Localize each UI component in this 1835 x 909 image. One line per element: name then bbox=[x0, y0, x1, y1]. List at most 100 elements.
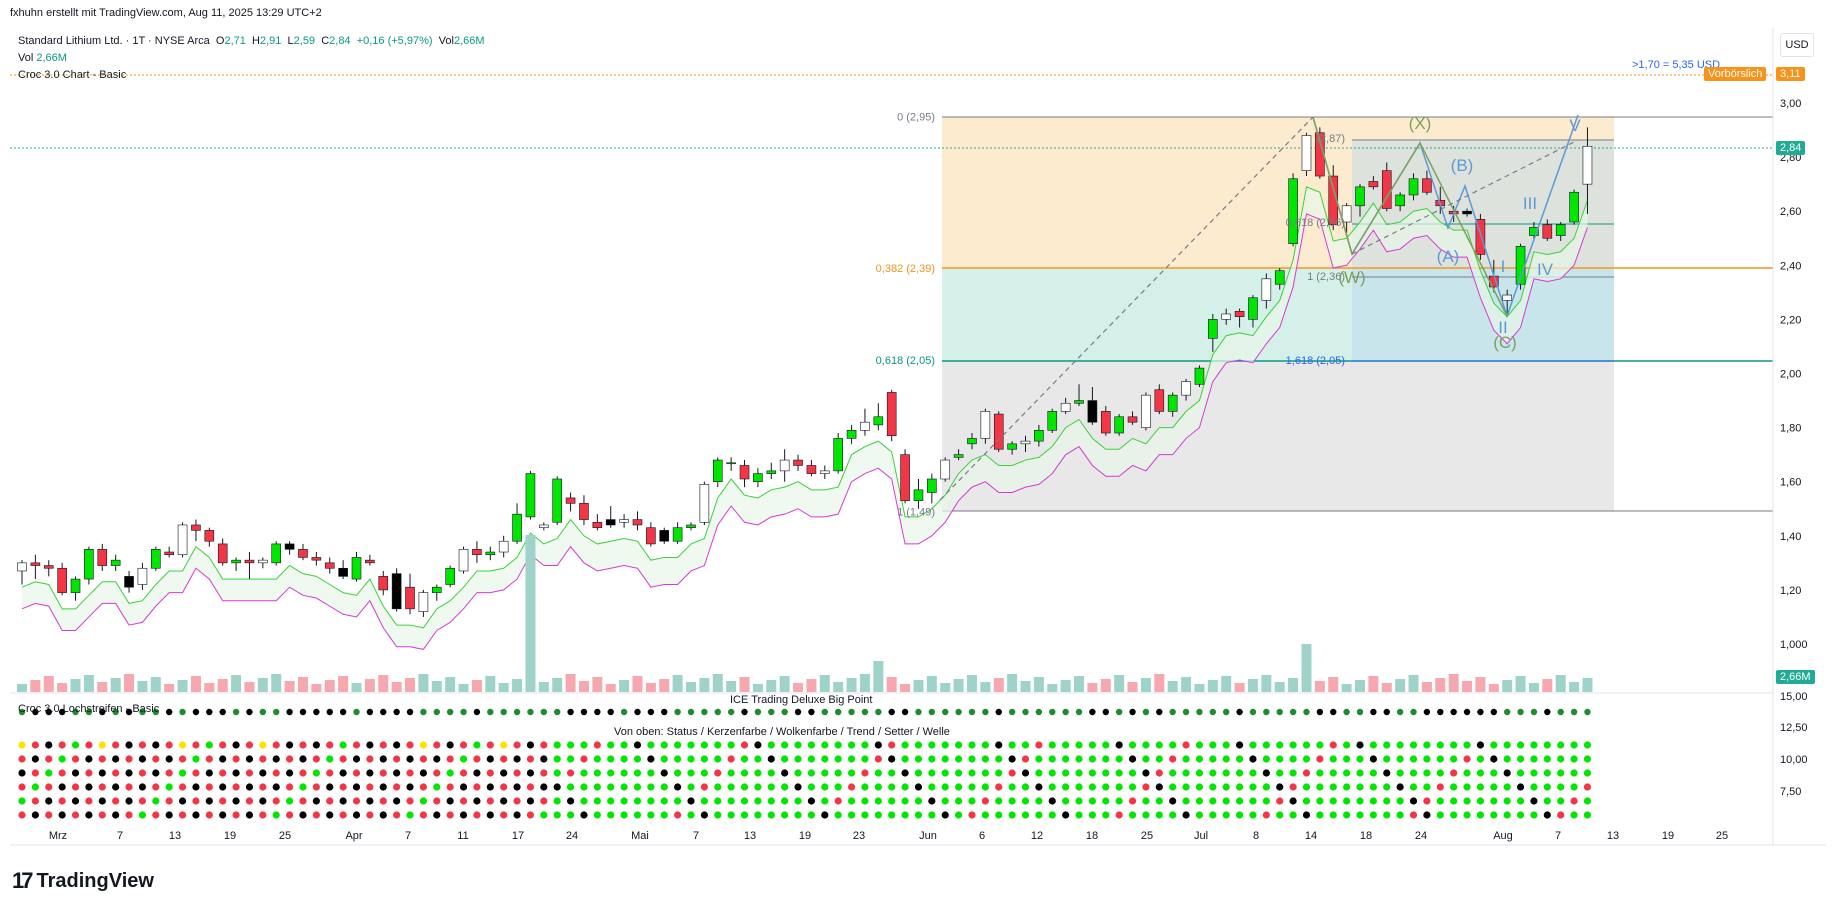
status-dot bbox=[687, 741, 695, 749]
status-dot bbox=[500, 797, 508, 805]
status-dot bbox=[1557, 741, 1565, 749]
volume-bar bbox=[1542, 679, 1553, 692]
status-dot bbox=[152, 797, 160, 805]
time-axis-label: 13 bbox=[744, 830, 756, 842]
status-dot bbox=[299, 797, 307, 805]
status-dot bbox=[393, 811, 401, 819]
status-dot bbox=[138, 783, 147, 791]
time-axis-label: 25 bbox=[1716, 830, 1728, 842]
status-dot bbox=[433, 811, 441, 819]
status-dot bbox=[1035, 797, 1043, 805]
status-dot bbox=[1557, 769, 1565, 777]
status-dot bbox=[1222, 741, 1230, 749]
status-dot bbox=[299, 741, 307, 749]
candle-body bbox=[298, 549, 308, 558]
big-point-dot bbox=[794, 708, 802, 716]
status-dot bbox=[794, 741, 802, 749]
big-point-dot bbox=[513, 708, 521, 716]
status-dot bbox=[446, 755, 454, 763]
tradingview-logo[interactable]: 17 TradingView bbox=[12, 868, 154, 894]
big-point-dot bbox=[1276, 708, 1283, 716]
status-dot bbox=[1383, 741, 1391, 749]
candle-body bbox=[1408, 178, 1419, 196]
wave-label: (A) bbox=[1437, 247, 1460, 266]
candle-body bbox=[351, 557, 362, 580]
status-dot bbox=[1463, 797, 1471, 805]
status-dot bbox=[1021, 769, 1030, 777]
big-point-dot bbox=[460, 708, 467, 716]
status-dot bbox=[219, 741, 227, 749]
status-dot bbox=[1356, 783, 1364, 791]
status-dot bbox=[1503, 811, 1511, 819]
alert-label[interactable]: >1,70 = 5,35 USD bbox=[1632, 59, 1721, 71]
candle-body bbox=[806, 465, 817, 474]
status-dot bbox=[419, 783, 427, 791]
status-dot bbox=[178, 783, 187, 791]
time-axis-label: 7 bbox=[1555, 830, 1561, 842]
candle-body bbox=[137, 567, 148, 585]
big-point-dot bbox=[380, 708, 387, 716]
time-axis[interactable]: Mrz 7 13 19 25 Apr 7 11 17 24 Mai 7 13 19 23 Jun 6 12 18 25… bbox=[49, 830, 1728, 842]
status-dot bbox=[1503, 769, 1511, 777]
status-dot bbox=[580, 741, 588, 749]
status-dot bbox=[18, 783, 26, 791]
volume-bar bbox=[164, 684, 175, 692]
status-dot bbox=[807, 741, 816, 749]
status-dot bbox=[45, 783, 53, 791]
price-axis[interactable]: 3,00 2,80 2,60 2,40 2,20 2,00 1,80 1,60 1,40 1,20… bbox=[1780, 98, 1808, 798]
status-dot bbox=[1155, 783, 1163, 791]
status-dot bbox=[1557, 811, 1565, 819]
volume-bar bbox=[886, 677, 897, 692]
status-dot bbox=[272, 797, 280, 805]
status-dot bbox=[1450, 783, 1458, 791]
status-dot bbox=[593, 811, 601, 819]
status-dot bbox=[553, 783, 561, 791]
lochstreifen-title[interactable]: Croc 3.0 Lochstreifen - Basic bbox=[18, 703, 160, 715]
status-dot bbox=[112, 797, 120, 805]
status-dot bbox=[513, 783, 521, 791]
status-dot bbox=[1476, 797, 1485, 805]
status-dot bbox=[1062, 811, 1070, 819]
candle-body bbox=[191, 524, 201, 531]
candle-body bbox=[619, 519, 629, 523]
cloud-fill bbox=[22, 186, 1588, 650]
volume-bar bbox=[1181, 677, 1192, 692]
currency-button[interactable]: USD bbox=[1780, 33, 1814, 57]
candle-body bbox=[927, 478, 937, 493]
volume-bar bbox=[297, 677, 308, 692]
big-point-dot bbox=[1303, 708, 1310, 716]
volume-bar bbox=[1368, 676, 1379, 692]
status-dot bbox=[125, 741, 133, 749]
status-dot bbox=[1048, 755, 1056, 763]
status-dot bbox=[1169, 797, 1177, 805]
volume-bar bbox=[1274, 682, 1285, 692]
status-dot bbox=[593, 741, 601, 749]
status-dot bbox=[928, 811, 936, 819]
big-point-dot bbox=[393, 708, 400, 716]
status-dot bbox=[312, 769, 320, 777]
status-dot bbox=[1530, 741, 1538, 749]
candle-body bbox=[258, 559, 268, 564]
candle-body bbox=[431, 586, 442, 593]
volume-bar bbox=[217, 679, 228, 692]
status-dot bbox=[192, 769, 200, 777]
volume-indicator-line[interactable]: Vol 2,66M bbox=[18, 52, 67, 64]
status-dot bbox=[620, 769, 628, 777]
volume-bar bbox=[1221, 676, 1232, 692]
candle-body bbox=[271, 543, 282, 564]
big-point-dot bbox=[1289, 708, 1297, 716]
candle-body bbox=[1422, 178, 1432, 193]
indicator-title[interactable]: Croc 3.0 Chart - Basic bbox=[18, 69, 127, 81]
symbol-name[interactable]: Standard Lithium Ltd. · 1T · NYSE Arca bbox=[18, 35, 210, 47]
candle-body bbox=[1301, 135, 1312, 171]
status-dot bbox=[1048, 811, 1056, 819]
low-label: L bbox=[287, 35, 294, 47]
status-dot bbox=[98, 741, 106, 749]
status-dot bbox=[1088, 811, 1096, 819]
status-dot bbox=[727, 769, 735, 777]
candle-body bbox=[699, 484, 710, 523]
volume-bar bbox=[471, 680, 482, 692]
status-dot bbox=[1516, 783, 1525, 791]
status-dot bbox=[1436, 811, 1444, 819]
